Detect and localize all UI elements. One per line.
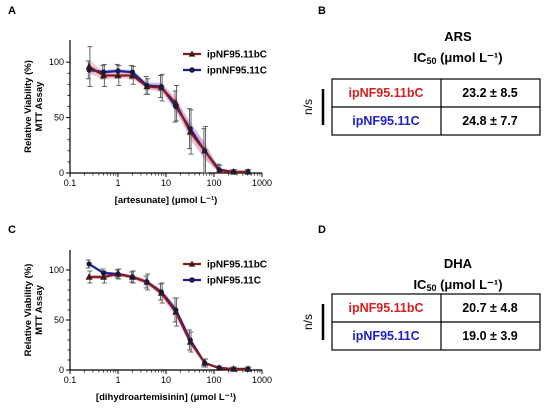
table-d-header: IC50 (μmol L⁻¹) xyxy=(413,277,502,293)
chartc-point-1-1 xyxy=(100,270,107,276)
chart-c: 0 50 100 0.1 1 10 100 1000 [dihydroartemisinin] … xyxy=(23,250,272,403)
table-b-header: IC50 (μmol L⁻¹) xyxy=(413,50,502,66)
charta-series-line-1 xyxy=(88,68,249,173)
charta-legend-marker-0 xyxy=(188,50,196,57)
charta-point-1-6 xyxy=(173,103,179,110)
panel-letter-a: A xyxy=(8,5,16,17)
table-b-row1-label: ipNF95.11bC xyxy=(348,86,423,100)
charta-xlabel: [artesunate] (μmol L⁻¹) xyxy=(115,195,218,206)
panel-letter-c: C xyxy=(8,224,16,236)
table-b-row2-value: 24.8 ± 7.7 xyxy=(462,114,518,128)
chartc-legend-marker-0 xyxy=(188,260,196,267)
charta-band-0 xyxy=(89,59,249,173)
charta-xtick-label-1: 1 xyxy=(115,178,120,188)
chartc-point-1-11 xyxy=(245,366,251,372)
charta-point-1-7 xyxy=(187,126,193,132)
chartc-point-1-8 xyxy=(202,360,208,366)
charta-xtick-label-0: 0.1 xyxy=(64,178,77,188)
table-d-ns-label: n/s xyxy=(301,314,315,330)
charta-series-line-0 xyxy=(88,65,249,173)
panel-letter-b: B xyxy=(318,5,326,17)
charta-band-1 xyxy=(89,66,249,173)
charta-ylabel2: MTT Assay xyxy=(34,81,45,132)
chartc-point-1-6 xyxy=(173,307,179,313)
charta-point-0-2 xyxy=(114,71,122,79)
panel-letter-d: D xyxy=(318,224,326,236)
charta-point-1-3 xyxy=(129,69,136,75)
chartc-point-1-4 xyxy=(144,279,150,285)
chartc-xtick-label-3: 100 xyxy=(206,375,221,385)
table-b-drug: ARS xyxy=(444,29,472,44)
charta-point-1-11 xyxy=(245,169,251,175)
charta-point-1-1 xyxy=(100,69,107,75)
chartc-point-1-9 xyxy=(216,365,222,371)
chartc-xtick-label-0: 0.1 xyxy=(64,375,77,385)
charta-point-0-7 xyxy=(186,128,194,135)
charta-point-0-1 xyxy=(100,71,108,79)
charta-xtick-label-4: 1000 xyxy=(252,178,272,188)
chartc-band-0 xyxy=(89,272,249,370)
chartc-ylabel2: MTT Assay xyxy=(34,284,45,335)
charta-xtick-label-2: 10 xyxy=(161,178,171,188)
charta-point-1-4 xyxy=(144,82,150,89)
chartc-xtick-label-4: 1000 xyxy=(252,375,272,385)
chartc-legend-marker-1 xyxy=(189,277,195,283)
chartc-ytick-label-1: 50 xyxy=(54,315,64,325)
chartc-ytick-label-0: 0 xyxy=(59,365,64,375)
charta-legend-marker-1 xyxy=(189,67,195,73)
chart-a: 0 50 100 0.1 1 10 100 1000 [artesunate] (μmol L⁻… xyxy=(23,40,272,206)
charta-xtick-label-3: 100 xyxy=(206,178,221,188)
charta-point-1-9 xyxy=(216,167,222,173)
charta-point-1-0 xyxy=(86,67,92,73)
chartc-point-0-0 xyxy=(85,273,93,280)
charta-ylabel: Relative Viability (%) xyxy=(23,60,34,153)
chartc-point-1-2 xyxy=(115,271,121,277)
chartc-ylabel: Relative Viability (%) xyxy=(23,264,34,357)
chartc-point-1-10 xyxy=(230,366,237,372)
chartc-ytick-label-2: 100 xyxy=(49,265,64,275)
chartc-point-1-3 xyxy=(129,274,136,280)
chartc-point-1-5 xyxy=(158,289,164,295)
chartc-point-1-0 xyxy=(86,261,92,267)
charta-ytick-label-1: 50 xyxy=(54,113,64,123)
charta-ytick-label-2: 100 xyxy=(49,57,64,67)
table-b: ARS IC50 (μmol L⁻¹) ipNF95.11bC 23.2 ± 8… xyxy=(301,29,541,136)
chartc-xtick-label-2: 10 xyxy=(161,375,171,385)
charta-point-1-8 xyxy=(202,148,208,154)
charta-legend-label-0: ipNF95.11bC xyxy=(207,50,267,61)
table-d-drug: DHA xyxy=(444,256,473,271)
table-b-row2-label: ipNF95.11C xyxy=(352,114,419,128)
chartc-series-line-0 xyxy=(89,272,249,371)
chartc-legend-label-0: ipNF95.11bC xyxy=(207,260,267,271)
table-d-row2-label: ipNF95.11C xyxy=(352,329,419,343)
table-d: DHA IC50 (μmol L⁻¹) ipNF95.11bC 20.7 ± 4… xyxy=(301,256,541,351)
charta-point-1-10 xyxy=(230,169,237,175)
chartc-point-1-7 xyxy=(187,337,193,343)
chartc-xlabel: [dihydroartemisinin] (μmol L⁻¹) xyxy=(96,392,236,403)
chartc-xtick-label-1: 1 xyxy=(115,375,120,385)
table-b-row1-value: 23.2 ± 8.5 xyxy=(462,86,518,100)
table-d-row1-value: 20.7 ± 4.8 xyxy=(462,301,518,315)
charta-point-0-3 xyxy=(128,71,136,79)
table-b-ns-label: n/s xyxy=(301,99,315,115)
chartc-point-0-1 xyxy=(100,273,108,280)
charta-ytick-label-0: 0 xyxy=(59,168,64,178)
charta-legend-label-1: ipnNF95.11C xyxy=(207,66,267,77)
chartc-legend-label-1: ipNF95.11C xyxy=(207,276,261,287)
charta-point-1-5 xyxy=(158,83,164,90)
charta-point-1-2 xyxy=(115,68,121,74)
table-d-row1-label: ipNF95.11bC xyxy=(348,301,423,315)
table-d-row2-value: 19.0 ± 3.9 xyxy=(462,329,518,343)
